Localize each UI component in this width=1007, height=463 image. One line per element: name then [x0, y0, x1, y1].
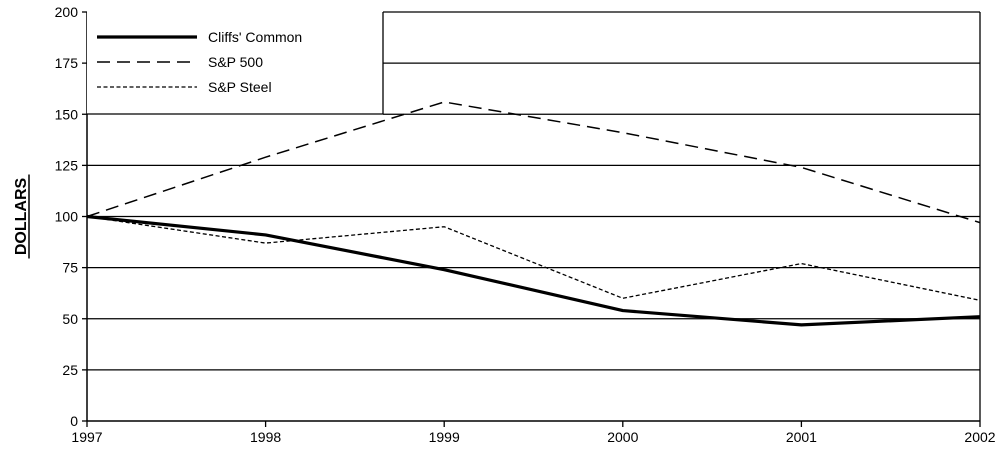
- y-tick-label: 200: [55, 4, 79, 20]
- x-tick-label: 2001: [786, 429, 817, 445]
- legend-label: S&P 500: [208, 54, 263, 70]
- legend-background: [87, 12, 383, 114]
- y-axis-ticks: 0 25 50 75 100 125 150 175 200: [55, 4, 87, 429]
- y-tick-label: 150: [55, 106, 79, 122]
- legend: Cliffs' Common S&P 500 S&P Steel: [87, 12, 384, 115]
- series-line-s-p-steel: [86, 215, 981, 301]
- x-tick-label: 2002: [964, 429, 995, 445]
- series-lines: [86, 101, 981, 327]
- legend-label: Cliffs' Common: [208, 29, 302, 45]
- x-axis-ticks: 1997 1998 1999 2000 2001 2002: [71, 421, 996, 445]
- y-tick-label: 125: [55, 157, 79, 173]
- legend-label: S&P Steel: [208, 79, 272, 95]
- y-tick-label: 175: [55, 55, 79, 71]
- y-tick-label: 100: [55, 209, 79, 225]
- x-tick-label: 1998: [250, 429, 281, 445]
- y-tick-label: 75: [62, 260, 78, 276]
- series-line-cliffs-common: [86, 214, 981, 327]
- x-tick-label: 1999: [429, 429, 460, 445]
- x-tick-label: 1997: [71, 429, 102, 445]
- gridlines: [87, 11, 980, 371]
- y-tick-label: 25: [62, 362, 78, 378]
- x-tick-label: 2000: [607, 429, 638, 445]
- y-axis-label: DOLLARS: [13, 178, 30, 256]
- y-tick-label: 0: [70, 413, 78, 429]
- y-tick-label: 50: [62, 311, 78, 327]
- series-line-s-p-500: [86, 101, 981, 224]
